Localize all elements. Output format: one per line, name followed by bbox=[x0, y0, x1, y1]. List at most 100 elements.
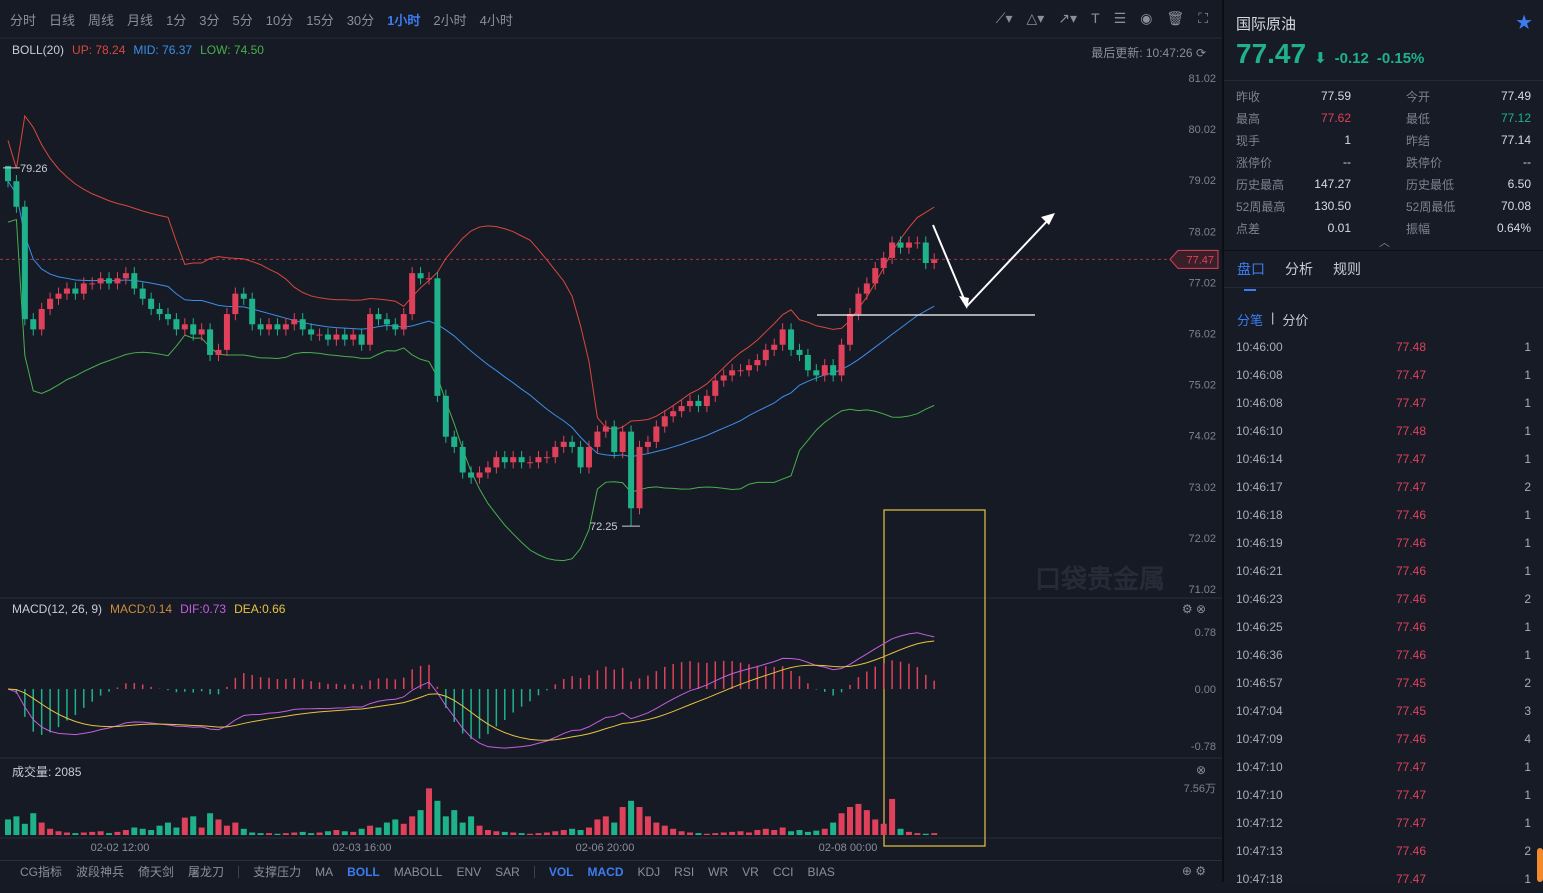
indicator-WR[interactable]: WR bbox=[708, 864, 729, 879]
trash-icon[interactable]: 🗑 bbox=[1166, 10, 1185, 26]
candle-body bbox=[30, 319, 37, 330]
volume-bar bbox=[316, 832, 323, 835]
arrow-tool-icon[interactable]: ↗▾ bbox=[1058, 10, 1078, 26]
stat-row: 最高 77.62 最低 77.12 bbox=[1236, 107, 1531, 129]
settings-icon[interactable]: ⚙ bbox=[1195, 864, 1206, 878]
price-axis-label: 73.02 bbox=[1188, 482, 1216, 494]
add-icon[interactable]: ⊕ bbox=[1181, 864, 1192, 878]
stat-label: 52周最低 bbox=[1406, 199, 1456, 214]
period-tab-0[interactable]: 分时 bbox=[10, 12, 37, 28]
indicator-BOLL[interactable]: BOLL bbox=[347, 864, 380, 879]
indicator-CG指标[interactable]: CG指标 bbox=[20, 865, 63, 879]
volume-bar bbox=[737, 831, 744, 835]
tick-qty: 1 bbox=[1524, 564, 1531, 578]
price-axis-label: 72.02 bbox=[1188, 533, 1216, 545]
candle-body bbox=[47, 298, 54, 309]
indicator-RSI[interactable]: RSI bbox=[674, 864, 695, 879]
indicator-BIAS[interactable]: BIAS bbox=[807, 864, 835, 879]
indicator-ENV[interactable]: ENV bbox=[456, 864, 482, 879]
side-tab-1[interactable]: 分析 bbox=[1285, 261, 1313, 277]
candle-body bbox=[611, 426, 618, 453]
period-tab-1[interactable]: 日线 bbox=[49, 12, 76, 28]
tick-time: 10:47:12 bbox=[1236, 816, 1283, 830]
kline-chart[interactable]: 81.02 80.02 79.02 78.02 77.02 76.02 75.02 74.02… bbox=[0, 0, 1222, 882]
drawing-tools: ⟋▾ △▾ ↗▾ T ☰ ◉ 🗑 ⛶ bbox=[996, 10, 1208, 27]
subtab-1[interactable]: 分价 bbox=[1282, 313, 1309, 328]
volume-bar bbox=[863, 810, 870, 835]
volume-label: 成交量: 2085 bbox=[12, 765, 82, 779]
period-tab-8[interactable]: 15分 bbox=[306, 12, 334, 28]
tick-time: 10:47:10 bbox=[1236, 788, 1283, 802]
candle-body bbox=[164, 314, 171, 320]
candle-body bbox=[63, 288, 70, 294]
volume-bar bbox=[240, 828, 247, 835]
period-tab-2[interactable]: 周线 bbox=[88, 12, 115, 28]
volume-bar bbox=[409, 816, 416, 835]
period-tab-6[interactable]: 5分 bbox=[232, 12, 253, 28]
volume-bar bbox=[855, 803, 862, 835]
candle-body bbox=[173, 319, 180, 330]
indicator-VR[interactable]: VR bbox=[742, 864, 759, 879]
indicator-屠龙刀[interactable]: 屠龙刀 bbox=[188, 865, 225, 879]
period-tab-7[interactable]: 10分 bbox=[265, 12, 294, 28]
indicator-MA[interactable]: MA bbox=[315, 864, 334, 879]
line-tool-icon[interactable]: ⟋▾ bbox=[995, 10, 1013, 26]
layers-icon[interactable]: ☰ bbox=[1113, 10, 1127, 26]
volume-bar bbox=[89, 831, 96, 835]
volume-bar bbox=[636, 807, 643, 835]
scrollbar[interactable] bbox=[1537, 848, 1543, 882]
volume-close-icon[interactable]: ⊗ bbox=[1195, 763, 1206, 777]
candle-body bbox=[139, 288, 146, 299]
indicator-VOL[interactable]: VOL bbox=[548, 864, 574, 879]
volume-bar bbox=[122, 830, 129, 835]
candle-body bbox=[459, 446, 466, 473]
favorite-star-icon[interactable]: ★ bbox=[1515, 12, 1533, 34]
subtab-0[interactable]: 分笔 bbox=[1237, 313, 1264, 328]
indicator-MACD[interactable]: MACD bbox=[587, 864, 624, 879]
candle-body bbox=[341, 334, 348, 340]
collapse-chevron-icon[interactable]: ︿ bbox=[1379, 237, 1390, 249]
settings-icon[interactable]: ⚙ bbox=[1181, 602, 1193, 616]
period-tab-10[interactable]: 1小时 bbox=[387, 12, 421, 28]
indicator-CCI[interactable]: CCI bbox=[772, 864, 794, 879]
macd-value: MACD:0.14 bbox=[110, 602, 173, 616]
tick-row: 10:46:21 77.46 1 bbox=[1224, 557, 1543, 585]
tick-row: 10:47:10 77.47 1 bbox=[1224, 781, 1543, 809]
indicator-MABOLL[interactable]: MABOLL bbox=[393, 864, 443, 879]
period-tab-4[interactable]: 1分 bbox=[166, 12, 187, 28]
period-tab-9[interactable]: 30分 bbox=[346, 12, 375, 28]
period-tab-11[interactable]: 2小时 bbox=[433, 12, 467, 28]
indicator-SAR[interactable]: SAR bbox=[495, 864, 520, 879]
fullscreen-icon[interactable]: ⛶ bbox=[1198, 10, 1208, 26]
tick-price: 77.46 bbox=[1396, 536, 1427, 550]
triangle-tool-icon[interactable]: △▾ bbox=[1026, 10, 1045, 26]
eye-icon[interactable]: ◉ bbox=[1140, 10, 1153, 26]
tick-price: 77.47 bbox=[1396, 788, 1427, 802]
close-icon[interactable]: ⊗ bbox=[1195, 602, 1206, 616]
candle-body bbox=[821, 365, 828, 376]
chart-canvas[interactable]: 81.02 80.02 79.02 78.02 77.02 76.02 75.02 74.02… bbox=[0, 0, 1222, 882]
indicator-波段神兵[interactable]: 波段神兵 bbox=[76, 865, 125, 879]
candle-body bbox=[392, 324, 399, 330]
tick-row: 10:47:13 77.46 2 bbox=[1224, 837, 1543, 865]
period-tab-12[interactable]: 4小时 bbox=[479, 12, 513, 28]
period-tab-3[interactable]: 月线 bbox=[127, 12, 154, 28]
tick-time: 10:46:00 bbox=[1236, 340, 1283, 354]
volume-bar bbox=[148, 830, 155, 835]
text-tool-icon[interactable]: T bbox=[1091, 10, 1100, 26]
candle-body bbox=[181, 324, 188, 330]
side-tab-2[interactable]: 规则 bbox=[1333, 261, 1361, 277]
stat-row: 历史最高 147.27 历史最低 6.50 bbox=[1236, 173, 1531, 195]
volume-bar bbox=[63, 832, 70, 835]
side-tab-0[interactable]: 盘口 bbox=[1237, 261, 1265, 291]
indicator-支撑压力[interactable]: 支撑压力 bbox=[253, 865, 302, 879]
volume-bar bbox=[779, 827, 786, 835]
indicator-倚天剑[interactable]: 倚天剑 bbox=[138, 865, 175, 879]
period-tab-5[interactable]: 3分 bbox=[199, 12, 220, 28]
tick-price: 77.46 bbox=[1396, 648, 1427, 662]
stat-value: 77.14 bbox=[1500, 133, 1531, 147]
indicator-KDJ[interactable]: KDJ bbox=[637, 864, 661, 879]
volume-bar bbox=[838, 813, 845, 835]
candle-body bbox=[207, 329, 214, 355]
refresh-icon[interactable]: ⟳ bbox=[1195, 46, 1206, 60]
